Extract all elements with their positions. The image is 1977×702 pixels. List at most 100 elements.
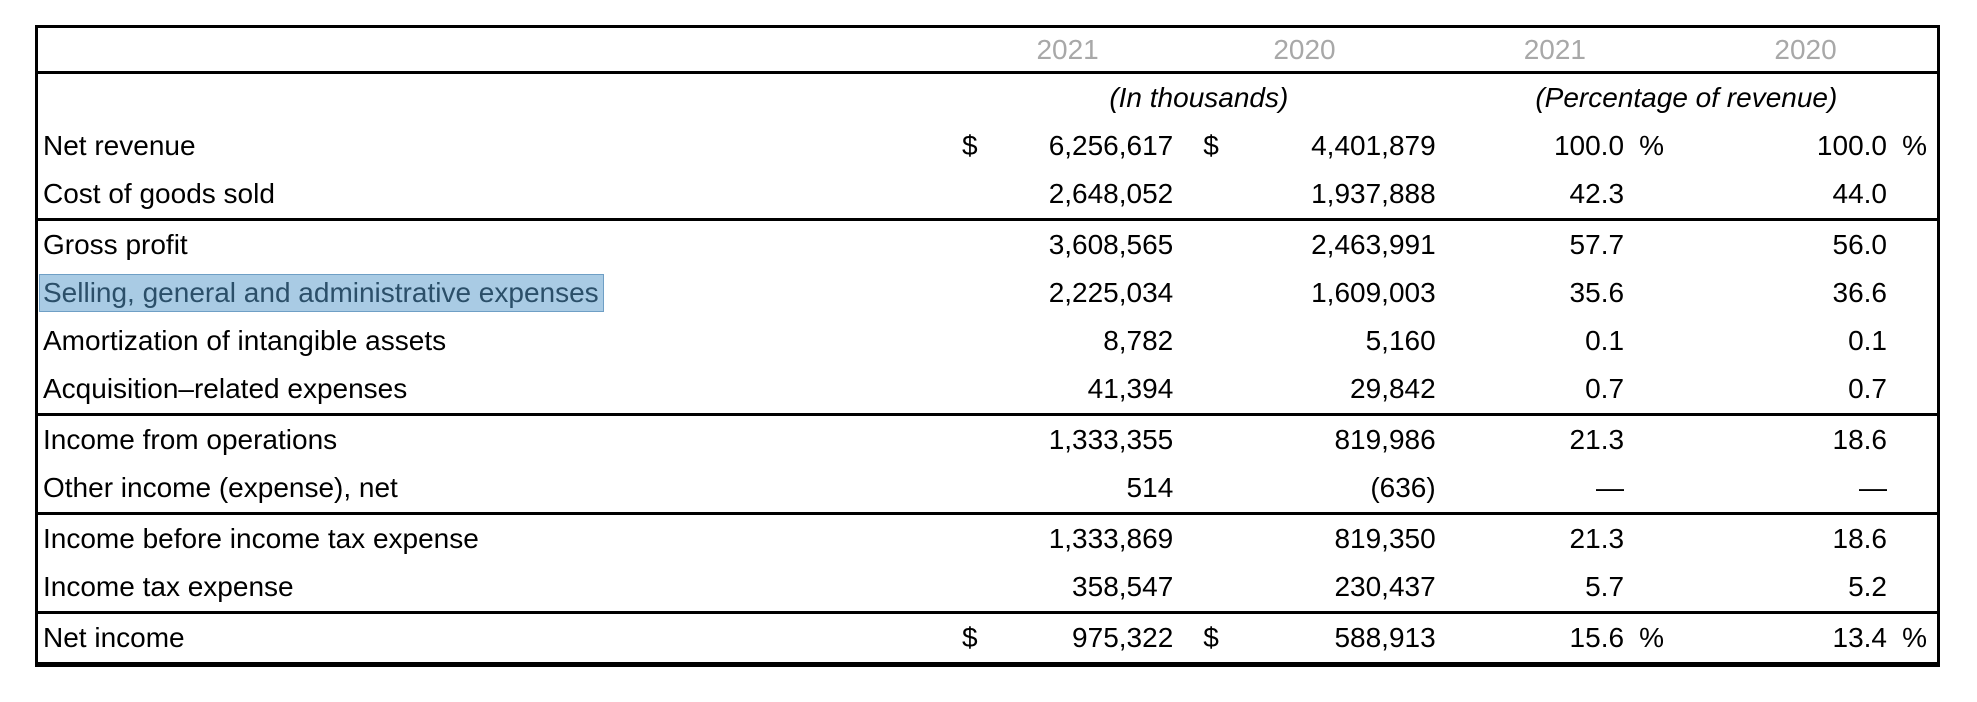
- row-label-cell: Income from operations: [36, 413, 962, 464]
- row-label: Other income (expense), net: [43, 472, 398, 503]
- currency-symbol-2021: $: [961, 611, 998, 665]
- amount-2020: 2,463,991: [1225, 218, 1436, 269]
- percent-2020: 18.6: [1674, 512, 1939, 563]
- table-row: Net revenue $ 6,256,617 $ 4,401,879 100.…: [37, 122, 1939, 170]
- row-label: Income before income tax expense: [43, 523, 479, 554]
- percent-2021-value: 42.3: [1569, 178, 1625, 209]
- percent-2021: 15.6%: [1435, 611, 1675, 665]
- amount-2020: 1,937,888: [1311, 178, 1436, 209]
- percent-2021: 100.0%: [1436, 122, 1674, 170]
- table-head: 2021 2020 2021 2020 (In thousands) (Perc…: [36, 26, 1939, 123]
- percent-2020: 5.2: [1674, 563, 1938, 613]
- amount-2020: 588,913: [1225, 611, 1436, 665]
- currency-symbol-2021: [961, 413, 998, 464]
- percent-2020: 0.7: [1674, 365, 1938, 415]
- group-header-in-thousands: (In thousands): [1109, 82, 1289, 113]
- table-row: Income from operations 1,333,355 819,986…: [36, 413, 1939, 464]
- percent-2021: 21.3: [1435, 413, 1675, 464]
- percent-2020-value: 18.6: [1832, 424, 1888, 455]
- table-row: Income tax expense 358,547 230,437 5.7 5…: [37, 563, 1939, 613]
- income-statement-table: 2021 2020 2021 2020 (In thousands) (Perc…: [35, 25, 1940, 667]
- row-label-cell: Net income: [36, 611, 962, 665]
- row-label-cell: Cost of goods sold: [37, 170, 962, 220]
- currency-symbol-2021: [962, 170, 998, 220]
- row-label: Income from operations: [43, 424, 338, 455]
- percent-2020-value: 100.0: [1816, 130, 1887, 161]
- row-label-cell: Income tax expense: [37, 563, 962, 613]
- percent-2021: 0.7: [1436, 365, 1674, 415]
- percent-2020: —: [1674, 464, 1938, 514]
- percent-2021-value: 0.1: [1585, 325, 1625, 356]
- percent-2020-sign: %: [1902, 622, 1927, 653]
- table-row: Acquisition–related expenses 41,394 29,8…: [37, 365, 1939, 415]
- percent-2020: 36.6: [1674, 269, 1938, 317]
- percent-2021: 57.7: [1435, 218, 1675, 269]
- percent-2021-value: —: [1596, 472, 1625, 503]
- row-label: Gross profit: [43, 229, 188, 260]
- currency-symbol-2020: [1173, 512, 1226, 563]
- amount-2021: 1,333,355: [997, 413, 1174, 464]
- table-row: Other income (expense), net 514 (636) — …: [37, 464, 1939, 514]
- row-label-cell: Amortization of intangible assets: [37, 317, 962, 365]
- percent-2020-value: 44.0: [1832, 178, 1888, 209]
- percent-2020-value: 0.7: [1848, 373, 1887, 404]
- percent-2021-sign: %: [1639, 130, 1665, 161]
- percent-2021-value: 21.3: [1569, 424, 1625, 455]
- table-row: Amortization of intangible assets 8,782 …: [37, 317, 1939, 365]
- row-label: Cost of goods sold: [43, 178, 275, 209]
- page: { "colors": { "table_border": "#000000",…: [0, 25, 1977, 702]
- row-label-cell: Gross profit: [36, 218, 962, 269]
- currency-symbol-2021: [961, 218, 998, 269]
- group-header-spacer: [37, 73, 962, 123]
- currency-symbol-2021: [962, 365, 998, 415]
- row-label: Income tax expense: [43, 571, 294, 602]
- currency-symbol-2020: [1173, 218, 1226, 269]
- percent-2021-value: 57.7: [1569, 229, 1625, 260]
- percent-2021: 5.7: [1436, 563, 1674, 613]
- row-label-cell: Acquisition–related expenses: [37, 365, 962, 415]
- currency-symbol-2020: [1173, 365, 1225, 415]
- currency-symbol-2020: [1173, 269, 1225, 317]
- currency-symbol-2020: $: [1173, 611, 1226, 665]
- currency-symbol-2021: [962, 269, 998, 317]
- amount-2021: 1,333,869: [997, 512, 1174, 563]
- table-row: Income before income tax expense 1,333,8…: [36, 512, 1939, 563]
- amount-2020: 819,350: [1225, 512, 1436, 563]
- amount-2021: 6,256,617: [1048, 130, 1174, 161]
- percent-2020-value: 56.0: [1832, 229, 1888, 260]
- percent-2021-value: 100.0: [1553, 130, 1625, 161]
- amount-2020: 29,842: [1350, 373, 1436, 404]
- currency-symbol-2021: [962, 317, 998, 365]
- amount-2020: 5,160: [1365, 325, 1436, 356]
- table-row: Cost of goods sold 2,648,052 1,937,888 4…: [37, 170, 1939, 220]
- amount-2021: 514: [1126, 472, 1174, 503]
- year-header-row: 2021 2020 2021 2020: [36, 26, 1939, 74]
- row-label: Net income: [43, 622, 185, 653]
- currency-symbol-2020: [1173, 563, 1225, 613]
- amount-2021: 3,608,565: [997, 218, 1174, 269]
- percent-2021-value: 35.6: [1569, 277, 1625, 308]
- currency-symbol-2021: [962, 464, 998, 514]
- table-body: Net revenue $ 6,256,617 $ 4,401,879 100.…: [36, 122, 1939, 665]
- percent-2020-value: —: [1859, 472, 1887, 503]
- percent-2020: 13.4%: [1674, 611, 1939, 665]
- percent-2020-value: 0.1: [1848, 325, 1887, 356]
- year-header-2020-amounts: 2020: [1173, 26, 1436, 74]
- row-label: Acquisition–related expenses: [43, 373, 408, 404]
- row-label-cell: Selling, general and administrative expe…: [37, 269, 962, 317]
- percent-2021: 35.6: [1436, 269, 1674, 317]
- percent-2021: 42.3: [1436, 170, 1674, 220]
- table-row: Net income $ 975,322 $ 588,913 15.6% 13.…: [36, 611, 1939, 665]
- percent-2021-value: 21.3: [1569, 523, 1625, 554]
- percent-2020-sign: %: [1902, 130, 1927, 161]
- percent-2021: 21.3: [1435, 512, 1675, 563]
- currency-symbol-2020: [1173, 317, 1225, 365]
- year-header-spacer: [36, 26, 962, 74]
- row-label-cell: Other income (expense), net: [37, 464, 962, 514]
- amount-2020: 230,437: [1334, 571, 1436, 602]
- currency-symbol-2020: [1173, 464, 1225, 514]
- percent-2021: 0.1: [1436, 317, 1674, 365]
- amount-2020: 4,401,879: [1311, 130, 1436, 161]
- amount-2021: 2,225,034: [1048, 277, 1174, 308]
- amount-2021: 41,394: [1087, 373, 1174, 404]
